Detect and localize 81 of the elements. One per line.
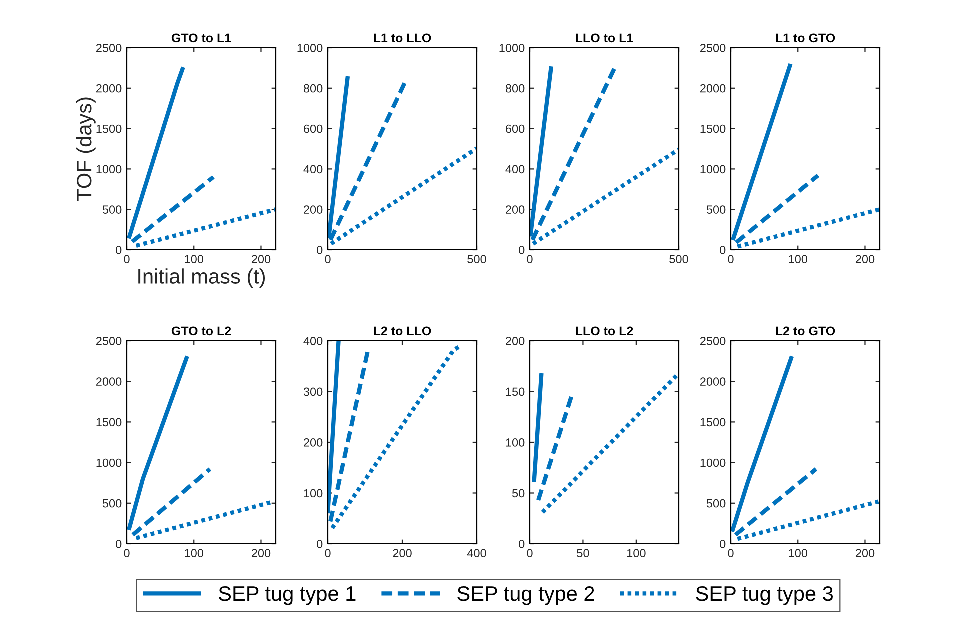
y-tick-label: 600 xyxy=(304,124,323,134)
x-tick-label: 50 xyxy=(577,549,590,558)
y-tick-label: 0 xyxy=(519,246,525,254)
y-tick-label: 0 xyxy=(317,246,323,254)
x-tick-label: 100 xyxy=(789,549,808,558)
x-tick-label: 200 xyxy=(393,549,412,558)
x-tick-label: 200 xyxy=(856,549,875,558)
legend-label: SEP tug type 2 xyxy=(458,586,594,606)
y-tick-label: 500 xyxy=(102,206,122,214)
x-tick-label: 500 xyxy=(468,255,486,264)
y-tick-label: 1000 xyxy=(96,458,122,468)
y-tick-label: 100 xyxy=(304,489,323,498)
y-tick-label: 0 xyxy=(317,540,323,548)
y-tick-label: 500 xyxy=(102,499,122,508)
chart-title: LLO to L2 xyxy=(576,326,634,336)
y-tick-label: 500 xyxy=(706,499,726,508)
y-tick-label: 2500 xyxy=(700,337,726,346)
x-tick-label: 0 xyxy=(527,549,533,558)
y-tick-label: 200 xyxy=(506,337,525,346)
y-tick-label: 400 xyxy=(304,337,323,346)
y-tick-label: 2000 xyxy=(700,378,726,386)
x-tick-label: 100 xyxy=(185,549,204,558)
chart-title: L2 to GTO xyxy=(776,326,836,336)
y-tick-label: 2500 xyxy=(96,337,122,346)
y-tick-label: 0 xyxy=(720,540,726,548)
chart-title: L2 to LLO xyxy=(374,326,432,336)
y-tick-label: 1500 xyxy=(96,124,122,134)
y-tick-label: 0 xyxy=(116,540,122,548)
y-tick-label: 1000 xyxy=(500,44,525,52)
y-tick-label: 600 xyxy=(506,124,525,134)
y-tick-label: 0 xyxy=(720,246,726,254)
y-tick-label: 1500 xyxy=(700,418,726,427)
y-tick-label: 200 xyxy=(506,206,525,214)
y-tick-label: 2000 xyxy=(700,84,726,93)
y-tick-label: 50 xyxy=(512,489,525,498)
x-tick-label: 0 xyxy=(728,549,734,558)
chart-title: GTO to L1 xyxy=(172,34,232,43)
y-tick-label: 300 xyxy=(304,388,323,396)
x-tick-label: 100 xyxy=(627,549,646,558)
legend-label: SEP tug type 3 xyxy=(696,586,833,606)
x-tick-label: 0 xyxy=(325,549,331,558)
y-tick-label: 1000 xyxy=(700,165,726,174)
y-tick-label: 200 xyxy=(304,206,323,214)
y-tick-label: 800 xyxy=(304,84,323,93)
x-tick-label: 0 xyxy=(124,549,130,558)
y-tick-label: 0 xyxy=(519,540,525,548)
x-tick-label: 100 xyxy=(789,255,808,264)
x-tick-label: 0 xyxy=(527,255,533,264)
x-axis-title: Initial mass (t) xyxy=(138,268,266,288)
legend-label: SEP tug type 1 xyxy=(219,586,356,606)
y-tick-label: 500 xyxy=(706,206,726,214)
y-tick-label: 1500 xyxy=(700,124,726,134)
x-tick-label: 0 xyxy=(728,255,734,264)
y-tick-label: 200 xyxy=(304,438,323,447)
x-tick-label: 200 xyxy=(856,255,875,264)
chart-title: L1 to LLO xyxy=(374,34,432,43)
x-tick-label: 400 xyxy=(467,549,486,558)
y-tick-label: 2500 xyxy=(96,44,122,52)
y-tick-label: 800 xyxy=(506,84,525,93)
y-tick-label: 400 xyxy=(304,165,323,174)
chart-title: L1 to GTO xyxy=(776,34,836,43)
x-tick-label: 0 xyxy=(325,255,331,264)
x-tick-label: 100 xyxy=(185,255,204,264)
y-tick-label: 1000 xyxy=(700,458,726,468)
y-tick-label: 0 xyxy=(116,246,122,254)
x-tick-label: 500 xyxy=(670,255,688,264)
y-axis-title: TOF (days) xyxy=(76,98,96,202)
y-tick-label: 2000 xyxy=(96,378,122,386)
y-tick-label: 150 xyxy=(506,388,525,396)
y-tick-label: 1000 xyxy=(96,165,122,174)
y-tick-label: 1000 xyxy=(298,44,323,52)
y-tick-label: 100 xyxy=(506,438,525,447)
chart-title: LLO to L1 xyxy=(576,34,634,43)
y-tick-label: 2000 xyxy=(96,84,122,93)
y-tick-label: 2500 xyxy=(700,44,726,52)
y-tick-label: 400 xyxy=(506,165,525,174)
chart-title: GTO to L2 xyxy=(172,326,232,336)
x-tick-label: 200 xyxy=(252,255,271,264)
y-tick-label: 1500 xyxy=(96,418,122,427)
x-tick-label: 200 xyxy=(252,549,271,558)
x-tick-label: 0 xyxy=(124,255,130,264)
